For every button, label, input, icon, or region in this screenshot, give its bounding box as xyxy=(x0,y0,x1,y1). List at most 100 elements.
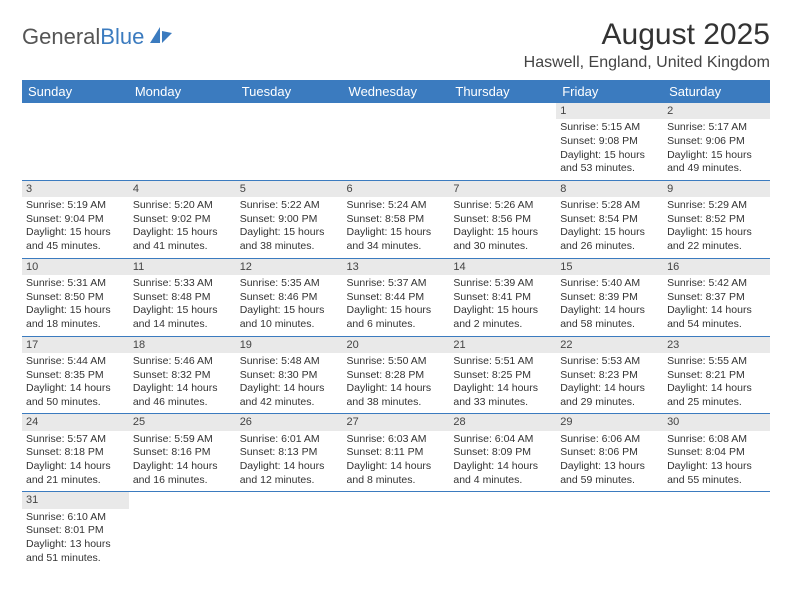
day-number: 28 xyxy=(449,414,556,430)
day-number: 24 xyxy=(22,414,129,430)
daylight-text: Daylight: 15 hours and 41 minutes. xyxy=(133,226,232,253)
sunrise-text: Sunrise: 5:35 AM xyxy=(240,277,339,291)
header: GeneralBlue August 2025 Haswell, England… xyxy=(22,18,770,72)
daylight-text: Daylight: 14 hours and 12 minutes. xyxy=(240,460,339,487)
calendar-cell xyxy=(236,103,343,180)
day-header: Tuesday xyxy=(236,80,343,103)
sunset-text: Sunset: 8:11 PM xyxy=(347,446,446,460)
sunset-text: Sunset: 8:30 PM xyxy=(240,369,339,383)
sunset-text: Sunset: 8:09 PM xyxy=(453,446,552,460)
sunset-text: Sunset: 8:48 PM xyxy=(133,291,232,305)
sunset-text: Sunset: 8:44 PM xyxy=(347,291,446,305)
calendar-cell: 28Sunrise: 6:04 AMSunset: 8:09 PMDayligh… xyxy=(449,414,556,492)
sunset-text: Sunset: 8:04 PM xyxy=(667,446,766,460)
sunset-text: Sunset: 8:54 PM xyxy=(560,213,659,227)
calendar-cell: 22Sunrise: 5:53 AMSunset: 8:23 PMDayligh… xyxy=(556,336,663,414)
calendar-cell: 14Sunrise: 5:39 AMSunset: 8:41 PMDayligh… xyxy=(449,258,556,336)
calendar-cell: 6Sunrise: 5:24 AMSunset: 8:58 PMDaylight… xyxy=(343,180,450,258)
daylight-text: Daylight: 15 hours and 6 minutes. xyxy=(347,304,446,331)
sunrise-text: Sunrise: 6:03 AM xyxy=(347,433,446,447)
sunset-text: Sunset: 8:16 PM xyxy=(133,446,232,460)
day-number: 31 xyxy=(22,492,129,508)
day-number: 10 xyxy=(22,259,129,275)
calendar-cell: 26Sunrise: 6:01 AMSunset: 8:13 PMDayligh… xyxy=(236,414,343,492)
calendar-cell: 7Sunrise: 5:26 AMSunset: 8:56 PMDaylight… xyxy=(449,180,556,258)
logo-sail-icon xyxy=(148,25,174,45)
sunrise-text: Sunrise: 5:46 AM xyxy=(133,355,232,369)
day-header: Saturday xyxy=(663,80,770,103)
sunrise-text: Sunrise: 5:44 AM xyxy=(26,355,125,369)
day-number: 23 xyxy=(663,337,770,353)
calendar-cell: 21Sunrise: 5:51 AMSunset: 8:25 PMDayligh… xyxy=(449,336,556,414)
day-header: Wednesday xyxy=(343,80,450,103)
sunrise-text: Sunrise: 5:48 AM xyxy=(240,355,339,369)
daylight-text: Daylight: 15 hours and 45 minutes. xyxy=(26,226,125,253)
logo-text-general: General xyxy=(22,24,100,50)
calendar-cell: 17Sunrise: 5:44 AMSunset: 8:35 PMDayligh… xyxy=(22,336,129,414)
day-number: 25 xyxy=(129,414,236,430)
sunrise-text: Sunrise: 5:17 AM xyxy=(667,121,766,135)
calendar-cell: 23Sunrise: 5:55 AMSunset: 8:21 PMDayligh… xyxy=(663,336,770,414)
calendar-cell: 5Sunrise: 5:22 AMSunset: 9:00 PMDaylight… xyxy=(236,180,343,258)
sunset-text: Sunset: 8:52 PM xyxy=(667,213,766,227)
daylight-text: Daylight: 14 hours and 29 minutes. xyxy=(560,382,659,409)
day-header: Sunday xyxy=(22,80,129,103)
sunset-text: Sunset: 9:06 PM xyxy=(667,135,766,149)
calendar-cell: 3Sunrise: 5:19 AMSunset: 9:04 PMDaylight… xyxy=(22,180,129,258)
calendar-cell: 13Sunrise: 5:37 AMSunset: 8:44 PMDayligh… xyxy=(343,258,450,336)
sunset-text: Sunset: 8:01 PM xyxy=(26,524,125,538)
calendar-cell: 4Sunrise: 5:20 AMSunset: 9:02 PMDaylight… xyxy=(129,180,236,258)
day-number: 20 xyxy=(343,337,450,353)
daylight-text: Daylight: 15 hours and 26 minutes. xyxy=(560,226,659,253)
daylight-text: Daylight: 14 hours and 25 minutes. xyxy=(667,382,766,409)
sunrise-text: Sunrise: 5:28 AM xyxy=(560,199,659,213)
day-number: 9 xyxy=(663,181,770,197)
day-header: Monday xyxy=(129,80,236,103)
day-number: 13 xyxy=(343,259,450,275)
daylight-text: Daylight: 14 hours and 54 minutes. xyxy=(667,304,766,331)
logo: GeneralBlue xyxy=(22,24,174,50)
sunrise-text: Sunrise: 5:57 AM xyxy=(26,433,125,447)
sunrise-text: Sunrise: 5:24 AM xyxy=(347,199,446,213)
page-title: August 2025 xyxy=(524,18,770,52)
calendar-cell: 31Sunrise: 6:10 AMSunset: 8:01 PMDayligh… xyxy=(22,492,129,569)
day-number: 1 xyxy=(556,103,663,119)
calendar-cell: 15Sunrise: 5:40 AMSunset: 8:39 PMDayligh… xyxy=(556,258,663,336)
day-number: 6 xyxy=(343,181,450,197)
sunrise-text: Sunrise: 5:39 AM xyxy=(453,277,552,291)
sunrise-text: Sunrise: 5:50 AM xyxy=(347,355,446,369)
day-number: 15 xyxy=(556,259,663,275)
calendar-cell: 2Sunrise: 5:17 AMSunset: 9:06 PMDaylight… xyxy=(663,103,770,180)
calendar-cell: 25Sunrise: 5:59 AMSunset: 8:16 PMDayligh… xyxy=(129,414,236,492)
sunrise-text: Sunrise: 5:22 AM xyxy=(240,199,339,213)
calendar-cell: 11Sunrise: 5:33 AMSunset: 8:48 PMDayligh… xyxy=(129,258,236,336)
sunrise-text: Sunrise: 5:59 AM xyxy=(133,433,232,447)
day-number: 7 xyxy=(449,181,556,197)
day-number: 27 xyxy=(343,414,450,430)
sunrise-text: Sunrise: 5:53 AM xyxy=(560,355,659,369)
daylight-text: Daylight: 13 hours and 55 minutes. xyxy=(667,460,766,487)
sunset-text: Sunset: 8:25 PM xyxy=(453,369,552,383)
day-number: 14 xyxy=(449,259,556,275)
daylight-text: Daylight: 15 hours and 10 minutes. xyxy=(240,304,339,331)
daylight-text: Daylight: 14 hours and 58 minutes. xyxy=(560,304,659,331)
sunrise-text: Sunrise: 5:31 AM xyxy=(26,277,125,291)
daylight-text: Daylight: 14 hours and 33 minutes. xyxy=(453,382,552,409)
calendar-table: SundayMondayTuesdayWednesdayThursdayFrid… xyxy=(22,80,770,569)
sunset-text: Sunset: 8:39 PM xyxy=(560,291,659,305)
calendar-cell: 12Sunrise: 5:35 AMSunset: 8:46 PMDayligh… xyxy=(236,258,343,336)
sunset-text: Sunset: 8:32 PM xyxy=(133,369,232,383)
calendar-cell: 20Sunrise: 5:50 AMSunset: 8:28 PMDayligh… xyxy=(343,336,450,414)
sunrise-text: Sunrise: 5:33 AM xyxy=(133,277,232,291)
day-number: 12 xyxy=(236,259,343,275)
day-number: 26 xyxy=(236,414,343,430)
sunset-text: Sunset: 8:28 PM xyxy=(347,369,446,383)
sunset-text: Sunset: 9:08 PM xyxy=(560,135,659,149)
sunset-text: Sunset: 9:00 PM xyxy=(240,213,339,227)
sunrise-text: Sunrise: 5:19 AM xyxy=(26,199,125,213)
sunset-text: Sunset: 8:58 PM xyxy=(347,213,446,227)
sunrise-text: Sunrise: 6:10 AM xyxy=(26,511,125,525)
sunrise-text: Sunrise: 6:01 AM xyxy=(240,433,339,447)
calendar-cell xyxy=(22,103,129,180)
day-number: 21 xyxy=(449,337,556,353)
